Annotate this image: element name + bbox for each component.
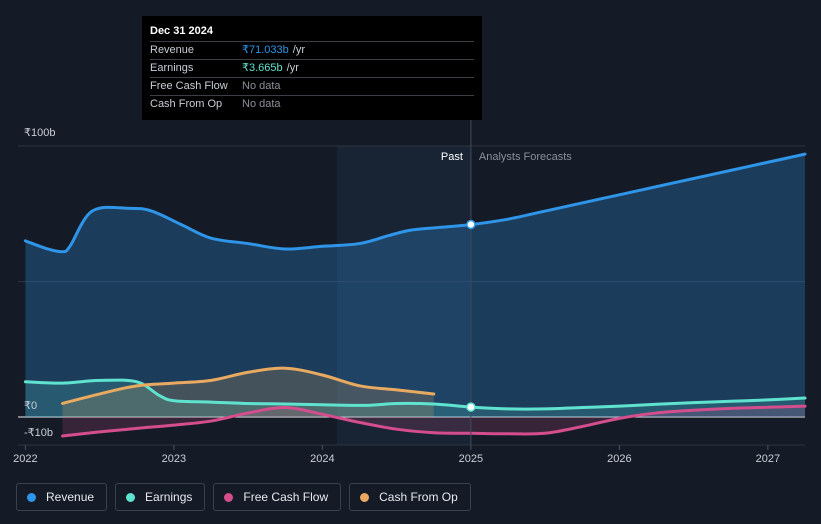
tooltip-unit: /yr [286,62,299,74]
tooltip-value: No data [242,98,281,110]
tooltip-label: Earnings [150,62,194,74]
x-tick-label: 2023 [162,453,186,465]
x-tick-label: 2026 [607,453,631,465]
revenue-marker [466,219,476,230]
x-tick-label: 2027 [756,453,780,465]
legend-dot-icon [27,492,36,502]
tooltip-value: ₹3.665b [242,62,283,74]
tooltip-value: ₹71.033b [242,44,289,56]
revenue-area [25,154,806,417]
tooltip-label: Revenue [150,44,195,56]
tooltip-row-revenue: Revenue ₹71.033b /yr [150,41,474,59]
tooltip-row-earnings: Earnings ₹3.665b /yr [150,59,474,77]
tooltip-row-free-cash-flow: Free Cash Flow No data [150,77,474,95]
cash-from-op-line [61,366,436,405]
x-axis: 2022 2023 2024 2025 2026 2027 [13,445,780,465]
past-shaded-region [337,146,471,445]
legend-item-free-cash-flow[interactable]: Free Cash Flow [213,483,342,511]
revenue-line [23,152,807,254]
gridlines [18,145,805,446]
tooltip-value: No data [242,80,281,92]
past-label: Past [441,151,463,163]
legend-label: Earnings [145,490,193,504]
tooltip-label: Free Cash Flow [150,80,228,92]
earnings-line [23,378,807,411]
hover-tooltip: Dec 31 2024 Revenue ₹71.033b /yr Earning… [142,16,482,120]
x-tick-label: 2022 [13,453,37,465]
tooltip-date: Dec 31 2024 [150,25,213,37]
legend-label: Cash From Op [379,490,458,504]
hover-markers [466,219,476,412]
legend-item-cash-from-op[interactable]: Cash From Op [349,483,471,511]
legend-dot-icon [224,492,234,502]
y-tick-label: ₹0 [24,400,37,412]
series-lines [23,152,807,438]
forecast-label: Analysts Forecasts [479,151,572,163]
legend-dot-icon [126,492,136,502]
tooltip-row-cash-from-op: Cash From Op No data [150,95,474,113]
y-axis-labels: ₹100b ₹0 -₹10b [24,127,55,439]
free-cash-flow-line [61,404,807,438]
legend-item-earnings[interactable]: Earnings [115,483,206,511]
legend-label: Revenue [46,490,95,504]
chart-legend: Revenue Earnings Free Cash Flow Cash Fro… [16,483,471,511]
tooltip-label: Cash From Op [150,98,223,110]
legend-dot-icon [360,492,370,502]
earnings-marker [466,402,476,412]
legend-label: Free Cash Flow [243,490,329,504]
y-tick-label: ₹100b [24,127,55,139]
x-tick-label: 2025 [459,453,483,465]
tooltip-unit: /yr [292,44,305,56]
y-tick-label: -₹10b [24,427,53,439]
x-tick-label: 2024 [310,453,334,465]
legend-item-revenue[interactable]: Revenue [16,483,108,511]
